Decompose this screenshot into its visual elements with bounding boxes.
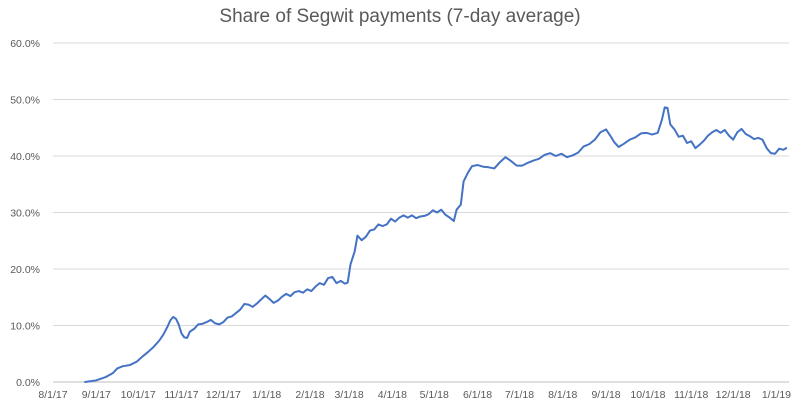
x-tick-label: 12/1/17 [206, 389, 241, 401]
x-tick-label: 11/1/18 [674, 389, 708, 401]
y-tick-label: 10.0% [10, 321, 40, 333]
x-tick-label: 3/1/18 [334, 389, 363, 401]
x-tick-label: 6/1/18 [463, 389, 492, 401]
x-tick-label: 1/1/18 [252, 389, 281, 401]
y-tick-label: 40.0% [10, 151, 40, 163]
x-tick-label: 9/1/17 [82, 389, 111, 401]
x-tick-label: 5/1/18 [420, 389, 449, 401]
x-tick-label: 10/1/17 [121, 389, 156, 401]
y-tick-label: 30.0% [10, 208, 40, 220]
x-tick-label: 4/1/18 [378, 389, 407, 401]
x-tick-label: 9/1/18 [591, 389, 620, 401]
x-tick-label: 8/1/18 [548, 389, 577, 401]
x-tick-label: 10/1/18 [630, 389, 665, 401]
series-line [84, 106, 788, 383]
x-tick-label: 7/1/18 [505, 389, 534, 401]
x-tick-label: 1/1/19 [762, 389, 791, 401]
x-tick-label: 2/1/18 [295, 389, 324, 401]
y-tick-label: 20.0% [10, 264, 40, 276]
x-tick-label: 8/1/17 [38, 389, 67, 401]
y-tick-label: 60.0% [10, 38, 40, 50]
x-tick-label: 11/1/17 [164, 389, 198, 401]
x-tick-label: 12/1/18 [716, 389, 751, 401]
chart-title: Share of Segwit payments (7-day average) [219, 6, 581, 27]
y-tick-label: 50.0% [10, 95, 40, 107]
y-tick-label: 0.0% [16, 377, 40, 389]
